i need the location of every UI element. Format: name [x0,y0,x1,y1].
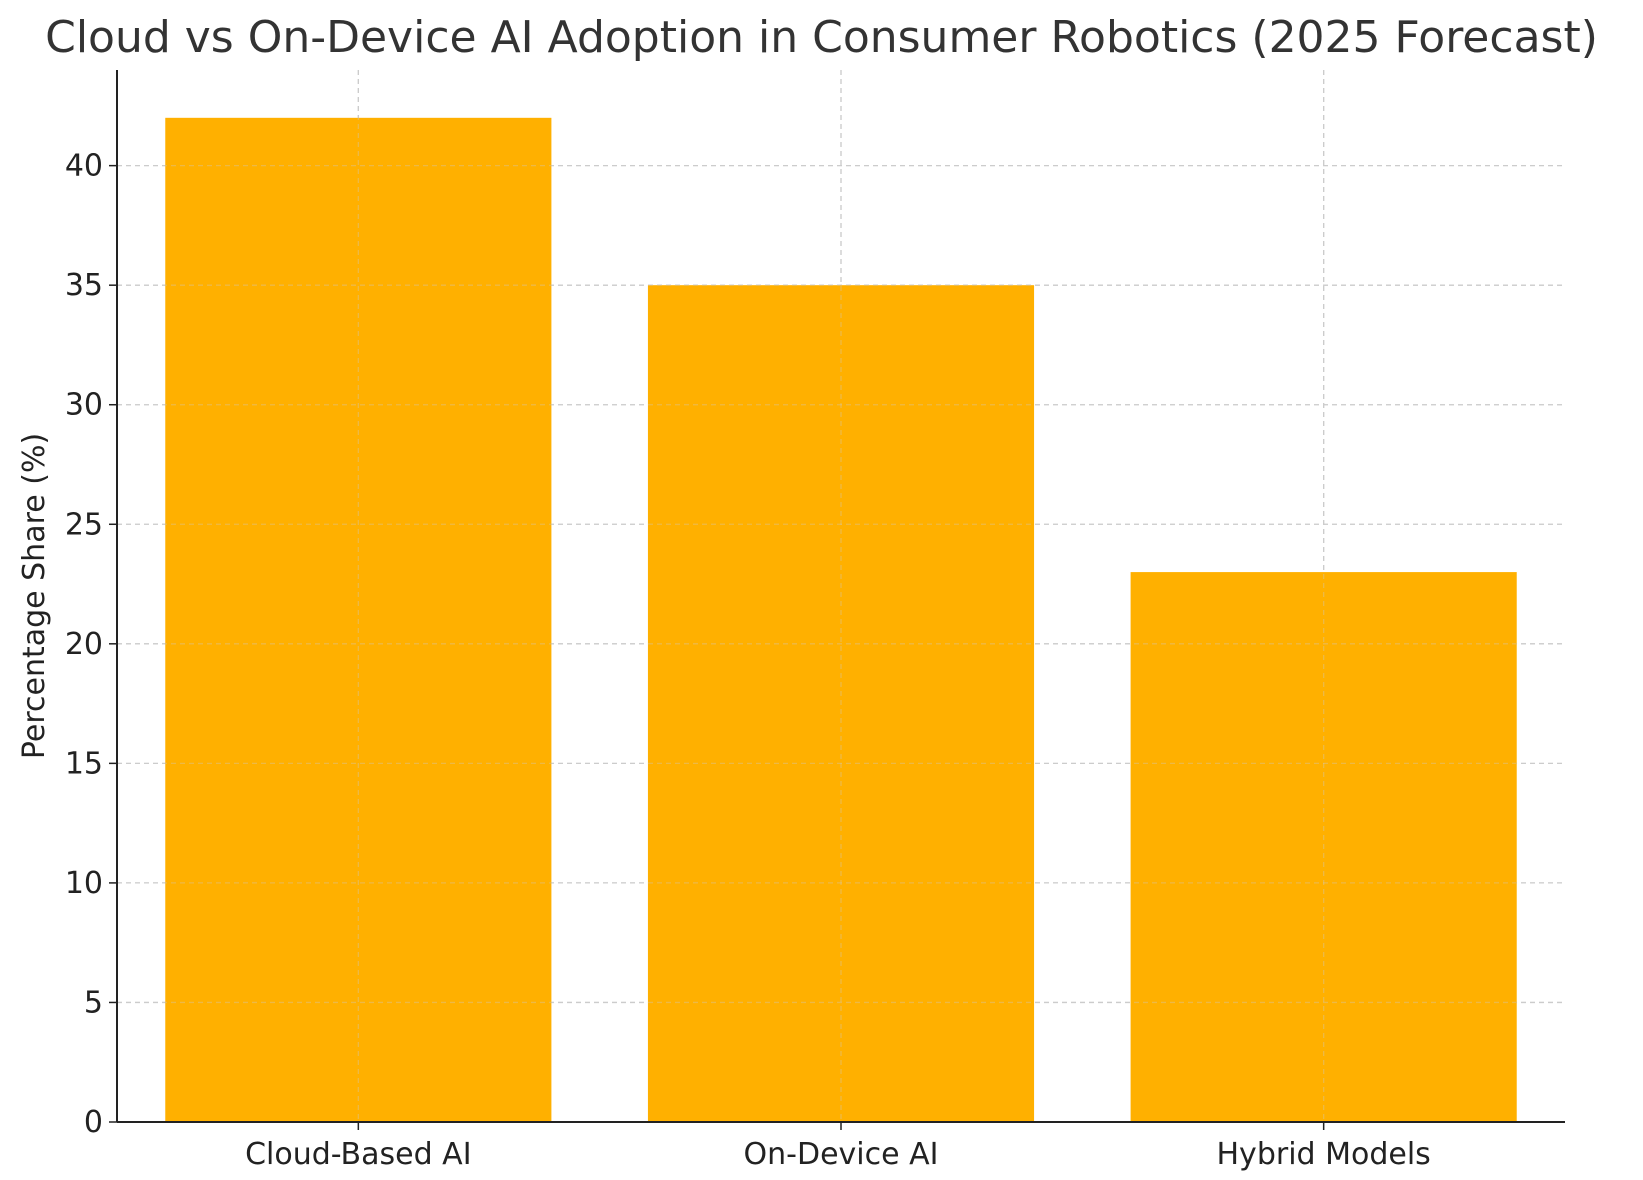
y-tick-label: 10 [65,866,103,901]
y-tick-label: 30 [65,388,103,423]
y-tick-label: 5 [84,985,103,1020]
x-tick-label: Cloud-Based AI [245,1137,471,1172]
x-tick-label: On-Device AI [744,1137,939,1172]
y-tick-label: 35 [65,268,103,303]
y-tick-label: 25 [65,507,103,542]
y-tick-label: 20 [65,627,103,662]
chart-title: Cloud vs On-Device AI Adoption in Consum… [45,12,1598,63]
bar [647,285,1035,1122]
bar [1130,572,1517,1122]
bar [165,117,552,1123]
y-tick-label: 0 [84,1105,103,1140]
y-axis-label: Percentage Share (%) [17,433,52,759]
y-tick-label: 15 [65,746,103,781]
bars [117,70,1565,1123]
x-tick-label: Hybrid Models [1217,1137,1431,1172]
axes: 0 5 10 15 20 25 30 35 40 Cloud-Based AI On-Device … [65,70,1565,1172]
y-tick-label: 40 [65,149,103,184]
